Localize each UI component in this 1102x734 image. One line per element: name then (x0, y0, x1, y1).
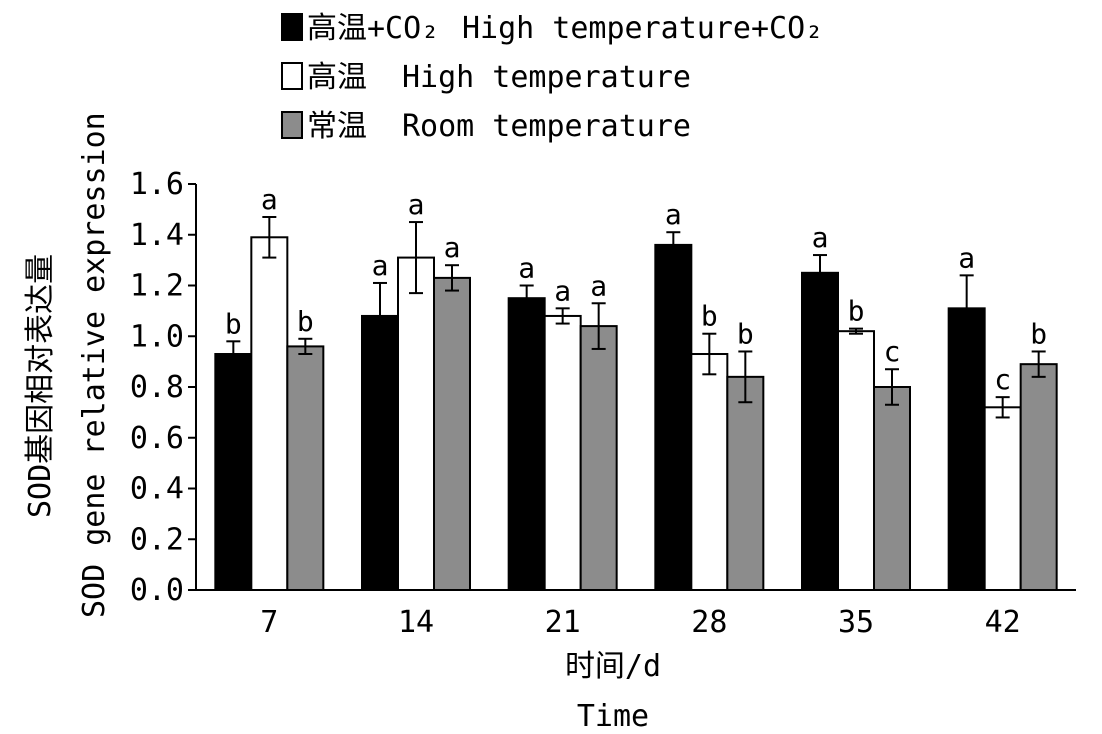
legend-label-1-cn: 高温 (307, 60, 367, 95)
y-tick-label: 1.6 (130, 167, 184, 202)
legend-label-1-en: High temperature (402, 60, 691, 95)
x-tick-label: 14 (398, 605, 434, 640)
legend-label-2-cn: 常温 (307, 109, 367, 144)
y-tick-label: 0.6 (130, 421, 184, 456)
bar (397, 256, 435, 591)
x-axis-title-en: Time (577, 699, 649, 734)
bar (947, 307, 986, 591)
x-tick-label: 35 (838, 605, 874, 640)
legend-swatch-0 (281, 13, 303, 41)
significance-label: a (518, 252, 535, 285)
bar (873, 386, 911, 591)
significance-label: c (994, 363, 1011, 396)
significance-label: b (737, 317, 754, 350)
bar (837, 330, 875, 591)
y-tick-label: 1.4 (130, 218, 184, 253)
significance-label: a (590, 269, 607, 302)
x-tick-label: 7 (260, 605, 278, 640)
bar (1019, 363, 1058, 591)
y-axis-title-en: SOD gene relative expression (77, 112, 112, 618)
bar (654, 243, 693, 591)
legend-swatch-2 (281, 111, 303, 139)
bar (726, 375, 765, 591)
bar (361, 314, 399, 591)
bar (579, 325, 618, 591)
y-tick-label: 0.2 (130, 522, 184, 557)
significance-label: b (1030, 317, 1047, 350)
x-axis-title-cn: 时间/d (565, 649, 661, 684)
x-tick-label: 21 (545, 605, 581, 640)
axes (195, 184, 1076, 591)
significance-label: a (665, 198, 682, 231)
bar (543, 314, 582, 591)
x-tick-label: 28 (691, 605, 727, 640)
significance-label: a (554, 274, 571, 307)
bar (801, 271, 839, 591)
legend-item-1: 高温 High temperature (281, 60, 691, 95)
x-tick-label: 42 (985, 605, 1021, 640)
y-tick-label: 0.0 (130, 573, 184, 608)
significance-label: b (701, 300, 718, 333)
legend-swatch-1 (281, 62, 303, 90)
legend-label-0-en: High temperature+CO₂ (462, 11, 823, 46)
y-tick-label: 0.4 (130, 472, 184, 507)
bar (983, 406, 1022, 591)
bar (214, 353, 253, 592)
bar (690, 353, 729, 592)
bar (286, 345, 325, 591)
legend-label-0-cn: 高温+CO₂ (307, 11, 439, 46)
legend-item-0: 高温+CO₂ High temperature+CO₂ (281, 11, 823, 46)
x-axis-ticks: 7 14 21 28 35 42 (260, 605, 1020, 640)
y-axis-ticks: 0.0 0.2 0.4 0.6 0.8 1.0 1.2 1.4 1.6 (130, 167, 196, 608)
bar (250, 236, 289, 591)
significance-label: b (225, 307, 242, 340)
bar (507, 297, 546, 591)
significance-label: c (884, 335, 901, 368)
significance-label: b (848, 295, 865, 328)
y-tick-label: 1.0 (130, 319, 184, 354)
legend: 高温+CO₂ High temperature+CO₂ 高温 High temp… (281, 11, 823, 144)
y-tick-label: 1.2 (130, 269, 184, 304)
significance-label: b (297, 305, 314, 338)
significance-label: a (261, 183, 278, 216)
significance-label: a (444, 231, 461, 264)
legend-label-2-en: Room temperature (402, 109, 691, 144)
significance-label: a (812, 221, 829, 254)
significance-label: a (372, 249, 389, 282)
y-axis-title-cn: SOD基因相对表达量 (23, 254, 58, 518)
bar (433, 276, 471, 591)
significance-label: a (958, 241, 975, 274)
legend-item-2: 常温 Room temperature (281, 109, 691, 144)
significance-label: a (408, 188, 425, 221)
y-tick-label: 0.8 (130, 370, 184, 405)
